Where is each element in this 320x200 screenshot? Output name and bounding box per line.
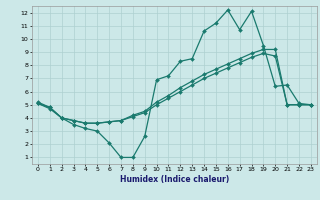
X-axis label: Humidex (Indice chaleur): Humidex (Indice chaleur) xyxy=(120,175,229,184)
